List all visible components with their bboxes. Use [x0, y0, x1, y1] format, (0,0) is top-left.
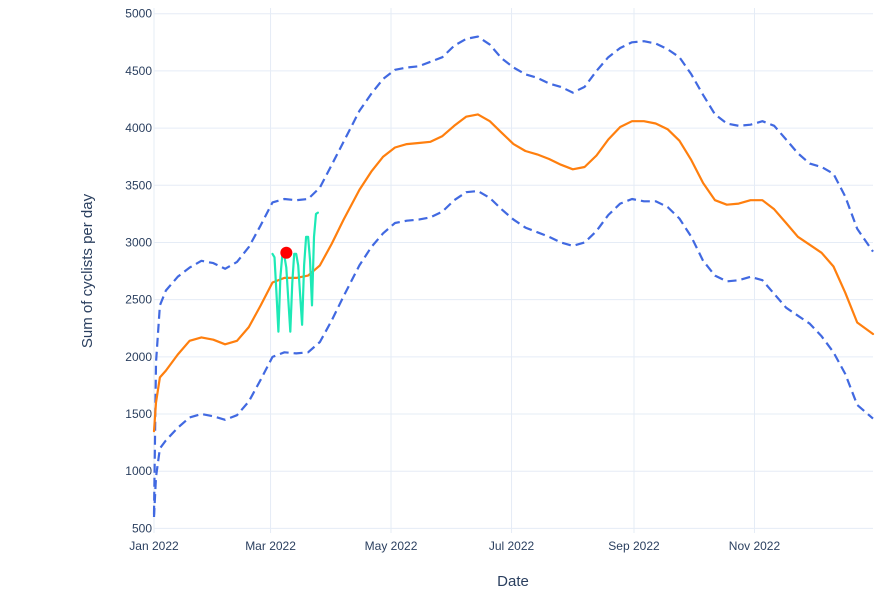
x-tick-label: Nov 2022 [729, 539, 781, 553]
y-tick-label: 4000 [125, 121, 152, 135]
x-tick-label: Sep 2022 [608, 539, 660, 553]
x-axis-ticks: Jan 2022 Mar 2022 May 2022 Jul 2022 Sep 2022… [129, 539, 780, 553]
y-axis-ticks: 500 1000 1500 2000 2500 3000 3500 4000 4500 5000 [125, 7, 152, 536]
upper-bound-line [152, 35, 874, 515]
x-tick-label: Mar 2022 [245, 539, 296, 553]
y-tick-label: 5000 [125, 7, 152, 21]
x-tick-label: Jan 2022 [129, 539, 179, 553]
x-axis-title: Date [497, 573, 529, 590]
grid-lines [153, 8, 873, 533]
y-tick-label: 3500 [125, 178, 152, 192]
y-tick-label: 2500 [125, 293, 152, 307]
lower-bound-line [152, 189, 874, 518]
x-tick-label: May 2022 [365, 539, 418, 553]
y-tick-label: 2000 [125, 350, 152, 364]
y-axis-title: Sum of cyclists per day [79, 193, 96, 348]
series-layer [152, 35, 875, 518]
x-tick-label: Jul 2022 [489, 539, 535, 553]
y-tick-label: 500 [132, 521, 152, 535]
y-tick-label: 1500 [125, 407, 152, 421]
y-tick-label: 4500 [125, 64, 152, 78]
forecast-line [152, 113, 875, 433]
y-tick-label: 1000 [125, 464, 152, 478]
current-point-marker [280, 246, 293, 259]
y-tick-label: 3000 [125, 235, 152, 249]
actual-line [271, 211, 319, 333]
